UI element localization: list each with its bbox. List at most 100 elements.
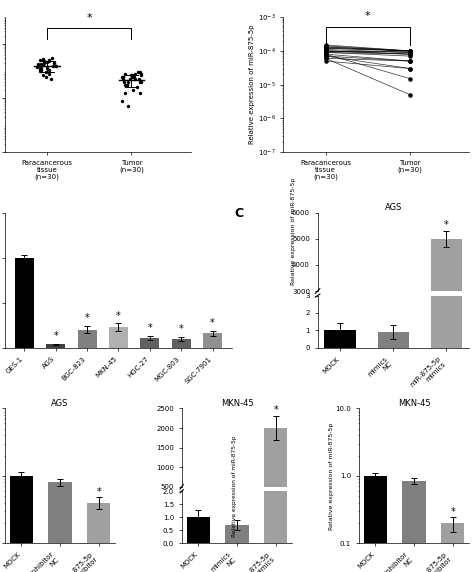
Point <box>322 46 329 55</box>
Point <box>121 81 129 90</box>
Point <box>406 50 414 59</box>
Point <box>124 81 131 90</box>
Point <box>406 46 414 55</box>
Point <box>137 71 144 80</box>
Point <box>322 54 329 63</box>
Point <box>51 57 58 66</box>
Point <box>53 61 60 70</box>
Point <box>124 102 132 111</box>
Point <box>322 43 329 53</box>
Point <box>119 75 127 84</box>
Point <box>322 50 329 59</box>
Point <box>322 46 329 55</box>
Point <box>45 56 53 65</box>
Text: *: * <box>365 11 371 21</box>
Bar <box>430 0 462 348</box>
Point <box>128 71 136 80</box>
Point <box>47 75 55 84</box>
Bar <box>15 258 34 348</box>
Point <box>128 71 135 80</box>
Bar <box>140 338 159 348</box>
Point <box>45 65 53 74</box>
Point <box>322 41 329 50</box>
Bar <box>430 239 462 370</box>
Point <box>322 57 329 66</box>
Point <box>34 61 42 70</box>
Point <box>136 89 144 98</box>
Point <box>119 73 127 82</box>
Point <box>121 89 129 98</box>
Point <box>406 57 414 66</box>
Point <box>136 75 143 84</box>
Point <box>46 57 53 66</box>
Point <box>406 90 414 100</box>
Point <box>50 58 57 67</box>
Point <box>137 69 145 78</box>
Bar <box>226 525 248 543</box>
Point <box>406 48 414 57</box>
Point <box>406 51 414 61</box>
Bar <box>364 476 387 572</box>
Y-axis label: Relative expression of miR-875-5p: Relative expression of miR-875-5p <box>329 422 334 530</box>
Point <box>44 63 51 73</box>
Point <box>128 73 136 82</box>
Text: *: * <box>86 13 92 23</box>
Bar <box>78 329 97 348</box>
Point <box>131 75 138 84</box>
Point <box>322 48 329 57</box>
Point <box>127 75 134 84</box>
Point <box>129 85 137 94</box>
Point <box>322 42 329 51</box>
Point <box>120 77 128 86</box>
Bar <box>10 476 33 572</box>
Point <box>36 65 44 74</box>
Bar <box>187 517 210 543</box>
Title: MKN-45: MKN-45 <box>221 399 253 408</box>
Point <box>39 60 47 69</box>
Text: *: * <box>450 507 455 517</box>
Bar <box>203 333 222 348</box>
Bar <box>377 332 410 348</box>
Point <box>121 69 128 78</box>
Text: Relative expression of miR-875-5p: Relative expression of miR-875-5p <box>232 435 237 537</box>
Point <box>406 46 414 55</box>
Text: *: * <box>147 323 152 333</box>
Point <box>137 77 145 86</box>
Point <box>406 50 414 59</box>
Point <box>406 46 414 55</box>
Point <box>406 64 414 73</box>
Bar <box>87 503 110 572</box>
Point <box>322 51 329 61</box>
Point <box>42 68 49 77</box>
Bar <box>441 523 464 572</box>
Bar <box>109 327 128 348</box>
Bar <box>264 0 287 543</box>
Point <box>406 46 414 55</box>
Point <box>134 68 141 77</box>
Text: *: * <box>444 220 449 230</box>
Point <box>36 55 44 65</box>
Text: *: * <box>179 324 183 334</box>
Y-axis label: Relative expression of miR-875-5p: Relative expression of miR-875-5p <box>249 25 255 144</box>
Title: AGS: AGS <box>385 203 402 212</box>
Point <box>37 63 45 73</box>
Text: *: * <box>273 405 278 415</box>
Point <box>406 48 414 57</box>
Bar <box>172 339 191 348</box>
Point <box>322 42 329 51</box>
Point <box>39 54 46 63</box>
Point <box>406 74 414 84</box>
Point <box>406 46 414 55</box>
Text: C: C <box>234 206 243 220</box>
Point <box>130 73 137 82</box>
Point <box>406 57 414 66</box>
Text: *: * <box>96 487 101 498</box>
Title: AGS: AGS <box>51 399 69 408</box>
Point <box>45 69 53 78</box>
Text: *: * <box>116 311 121 321</box>
Point <box>322 51 329 61</box>
Point <box>406 64 414 73</box>
Point <box>137 68 144 77</box>
Bar <box>402 480 426 572</box>
Point <box>37 59 45 68</box>
